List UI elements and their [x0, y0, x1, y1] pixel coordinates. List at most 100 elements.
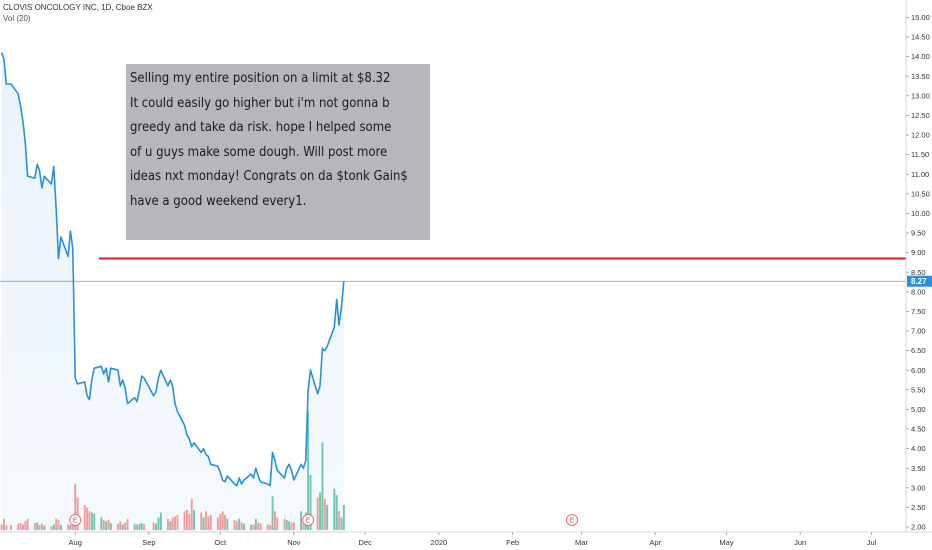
- volume-bar: [221, 511, 224, 531]
- volume-bar: [67, 524, 70, 530]
- volume-bar: [250, 525, 253, 530]
- volume-bar: [186, 510, 188, 530]
- volume-bar: [140, 523, 143, 530]
- volume-bar: [107, 520, 110, 530]
- volume-bar: [238, 518, 241, 531]
- y-tick-label: 2.50: [911, 503, 926, 512]
- y-tick-label: 6.50: [911, 346, 926, 355]
- last-price-label: 8.27: [911, 277, 927, 286]
- volume-bar: [274, 511, 276, 531]
- y-tick-label: 8.00: [911, 287, 926, 296]
- volume-bar: [300, 511, 302, 531]
- volume-bar: [88, 511, 91, 531]
- volume-bar: [26, 518, 29, 531]
- y-tick-label: 5.00: [911, 405, 926, 414]
- earnings-marker-label: E: [570, 518, 575, 525]
- volume-bar: [319, 492, 321, 530]
- volume-bar: [254, 518, 257, 531]
- y-tick-label: 12.00: [911, 131, 930, 140]
- y-tick-label: 4.50: [911, 425, 926, 434]
- volume-bar: [307, 411, 310, 531]
- note-line: ideas nxt monday! Congrats on da $tonk G…: [130, 169, 408, 184]
- volume-bar: [69, 525, 72, 530]
- volume-bar: [52, 524, 55, 530]
- y-tick-label: 3.00: [911, 483, 926, 492]
- x-tick-label: Mar: [575, 538, 588, 547]
- volume-bar: [190, 498, 193, 531]
- volume-bar: [43, 525, 46, 530]
- volume-bar: [124, 522, 127, 530]
- volume-bar: [117, 523, 119, 531]
- y-tick-label: 10.50: [911, 189, 930, 198]
- volume-bar: [41, 523, 43, 531]
- volume-bar: [105, 521, 108, 531]
- y-tick-label: 2.00: [911, 523, 926, 532]
- volume-bar: [93, 513, 96, 531]
- volume-bar: [133, 523, 136, 531]
- x-tick-label: Jul: [867, 538, 877, 547]
- volume-bar: [259, 523, 262, 531]
- y-tick-label: 4.00: [911, 444, 926, 453]
- volume-bar: [138, 523, 141, 531]
- y-tick-label: 9.50: [911, 229, 926, 238]
- volume-bar: [86, 507, 89, 530]
- x-tick-label: Jun: [794, 538, 806, 547]
- volume-bar: [240, 522, 243, 530]
- volume-bar: [205, 511, 207, 531]
- volume-bar: [326, 505, 329, 530]
- volume-bar: [323, 498, 326, 531]
- volume-bar: [3, 518, 5, 531]
- volume-bar: [233, 520, 236, 530]
- y-tick-label: 13.00: [911, 91, 930, 100]
- volume-bar: [71, 523, 74, 530]
- y-tick-label: 14.00: [911, 52, 930, 61]
- volume-bar: [171, 517, 174, 530]
- x-tick-label: 2020: [431, 538, 448, 547]
- volume-bar: [33, 523, 36, 530]
- volume-bar: [226, 518, 229, 531]
- chart-title: CLOVIS ONCOLOGY INC, 1D, Cboe BZX: [3, 3, 153, 12]
- earnings-marker: [302, 514, 315, 526]
- volume-bar: [252, 524, 255, 530]
- volume-bar: [24, 521, 27, 531]
- note-line: of u guys make some dough. Will post mor…: [130, 144, 388, 160]
- volume-bar: [109, 523, 112, 530]
- volume-bar: [159, 512, 162, 530]
- x-tick-label: Feb: [506, 538, 519, 547]
- x-tick-label: Aug: [69, 538, 82, 547]
- volume-bar: [0, 524, 3, 530]
- volume-bar: [338, 511, 340, 531]
- volume-bar: [209, 515, 212, 530]
- volume-bar: [183, 511, 186, 531]
- volume-bar: [269, 525, 272, 530]
- volume-bar: [57, 520, 60, 530]
- volume-bar: [288, 521, 291, 531]
- volume-bar: [76, 497, 79, 530]
- volume-bar: [10, 525, 12, 530]
- x-tick-label: Sep: [142, 538, 155, 547]
- price-area-fill: [1, 52, 344, 532]
- earnings-marker: [566, 514, 578, 526]
- note-line: Selling my entire position on a limit at…: [130, 71, 391, 86]
- volume-bar: [143, 524, 146, 530]
- y-tick-label: 7.00: [911, 327, 926, 336]
- volume-bar: [309, 475, 312, 530]
- volume-bar: [293, 522, 295, 530]
- earnings-marker: [69, 514, 82, 526]
- y-tick-label: 11.50: [911, 150, 929, 159]
- volume-bar: [219, 513, 222, 531]
- volume-bar: [340, 517, 343, 530]
- y-tick-label: 3.50: [911, 464, 926, 473]
- volume-bar: [333, 488, 336, 531]
- volume-bar: [176, 515, 179, 530]
- volume-bar: [216, 517, 219, 530]
- volume-bar: [207, 516, 210, 531]
- x-tick-label: May: [719, 538, 733, 547]
- volume-bar: [5, 525, 8, 530]
- volume-bar: [90, 512, 93, 530]
- y-tick-label: 15.00: [911, 13, 930, 22]
- earnings-marker-label: E: [73, 518, 78, 525]
- volume-bar: [316, 497, 319, 530]
- volume-bar: [74, 483, 77, 531]
